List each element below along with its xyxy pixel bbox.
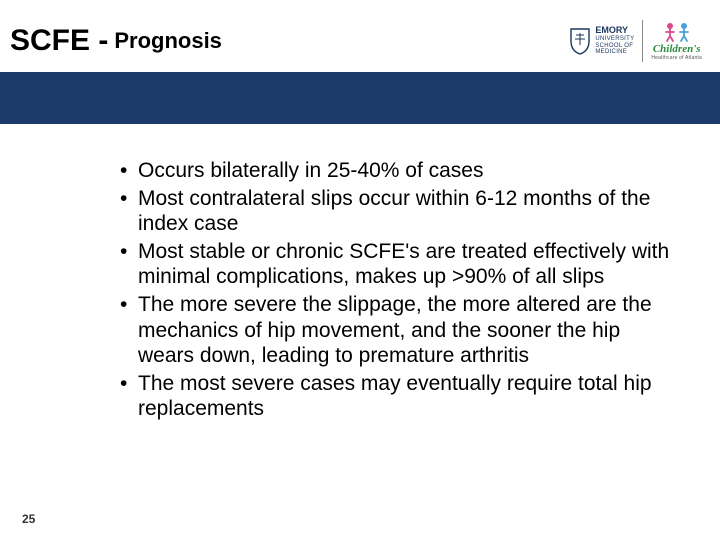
bullet-list: Occurs bilaterally in 25-40% of cases Mo… [120,158,670,422]
kids-icon [656,21,698,43]
emory-logo: EMORY UNIVERSITY SCHOOL OF MEDICINE [569,26,634,56]
childrens-sub: Healthcare of Atlanta [651,55,702,61]
list-item: Most stable or chronic SCFE's are treate… [120,239,670,290]
emory-line2: UNIVERSITY [595,36,634,43]
childrens-name: Children's [653,43,701,55]
shield-icon [569,27,591,55]
emory-line3: SCHOOL OF [595,43,634,50]
list-item: Most contralateral slips occur within 6-… [120,186,670,237]
emory-name: EMORY [595,26,634,36]
list-item: The most severe cases may eventually req… [120,371,670,422]
content-area: Occurs bilaterally in 25-40% of cases Mo… [0,124,720,422]
title-main: SCFE - [10,24,108,58]
logo-divider [642,20,643,62]
list-item: Occurs bilaterally in 25-40% of cases [120,158,670,184]
childrens-logo: Children's Healthcare of Atlanta [651,21,702,61]
list-item: The more severe the slippage, the more a… [120,292,670,369]
slide-header: SCFE - Prognosis EMORY UNIVERSITY SCHOOL… [0,0,720,72]
page-number: 25 [22,512,35,526]
logo-group: EMORY UNIVERSITY SCHOOL OF MEDICINE Chil… [569,20,710,62]
accent-bar [0,72,720,124]
emory-line4: MEDICINE [595,49,634,56]
title-sub: Prognosis [114,28,222,54]
emory-text-block: EMORY UNIVERSITY SCHOOL OF MEDICINE [595,26,634,56]
